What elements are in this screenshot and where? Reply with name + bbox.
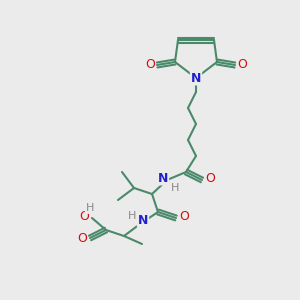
Text: H: H <box>86 203 94 213</box>
Text: H: H <box>171 183 179 193</box>
Text: N: N <box>158 172 168 184</box>
Text: N: N <box>138 214 148 226</box>
Text: O: O <box>205 172 215 184</box>
Text: O: O <box>77 232 87 244</box>
Text: N: N <box>191 71 201 85</box>
Text: O: O <box>179 209 189 223</box>
Text: O: O <box>237 58 247 71</box>
Text: H: H <box>128 211 136 221</box>
Text: O: O <box>145 58 155 71</box>
Text: O: O <box>79 209 89 223</box>
